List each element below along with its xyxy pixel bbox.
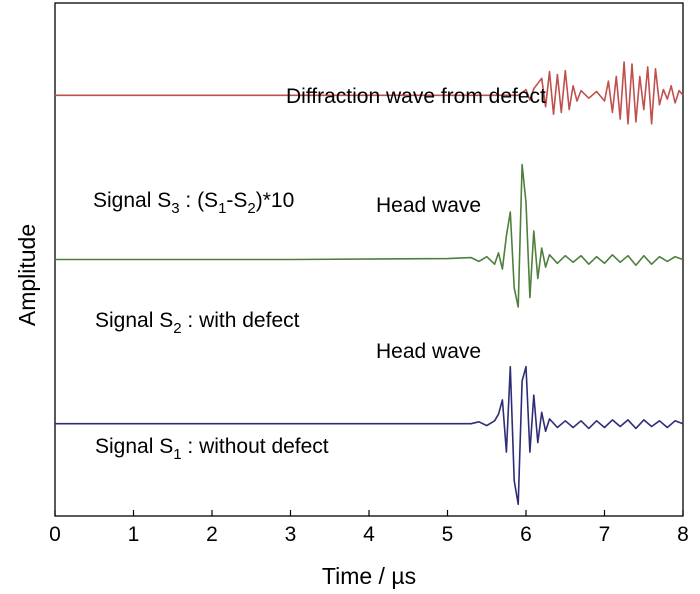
- s1-label-prefix: Signal S: [95, 435, 173, 458]
- series-group: [55, 61, 684, 506]
- annotation-head-wave-upper: Head wave: [376, 194, 481, 217]
- s1-label-sub: 1: [173, 446, 181, 463]
- annotation-diffraction: Diffraction wave from defect: [286, 85, 546, 108]
- x-tick-label-7: 7: [599, 523, 611, 546]
- x-ticks: [54, 510, 684, 516]
- series-line-0: [55, 61, 684, 125]
- y-axis-title: Amplitude: [14, 224, 40, 326]
- s3-label-dash: -S: [226, 189, 247, 212]
- s3-label-sub: 3: [171, 200, 179, 217]
- s1-label-suffix: : without defect: [182, 435, 329, 458]
- x-tick-label-0: 0: [49, 523, 61, 546]
- x-tick-label-1: 1: [128, 523, 140, 546]
- x-tick-labels: 0 1 2 3 4 5 6 7 8: [49, 523, 689, 546]
- s3-label-sub2: 2: [247, 200, 255, 217]
- s3-label-suffix: )*10: [256, 189, 295, 212]
- x-axis-title: Time / µs: [322, 563, 416, 589]
- annotation-s3-label: Signal S3 : (S1-S2)*10: [93, 189, 294, 217]
- x-tick-label-3: 3: [285, 523, 297, 546]
- annotation-s1-label: Signal S1 : without defect: [95, 435, 329, 463]
- series-line-1: [55, 163, 684, 308]
- x-tick-label-6: 6: [520, 523, 532, 546]
- s3-label-prefix: Signal S: [93, 189, 171, 212]
- s3-label-sub1: 1: [218, 200, 226, 217]
- x-tick-label-5: 5: [442, 523, 454, 546]
- x-tick-label-2: 2: [206, 523, 218, 546]
- s3-label-mid: : (S: [180, 189, 219, 212]
- s2-label-sub: 2: [173, 320, 181, 337]
- annotation-head-wave-lower: Head wave: [376, 340, 481, 363]
- x-tick-label-8: 8: [677, 523, 689, 546]
- x-tick-label-4: 4: [363, 523, 375, 546]
- annotation-s2-label: Signal S2 : with defect: [95, 309, 300, 337]
- series-line-2: [55, 365, 684, 506]
- s2-label-prefix: Signal S: [95, 309, 173, 332]
- s2-label-suffix: : with defect: [182, 309, 300, 332]
